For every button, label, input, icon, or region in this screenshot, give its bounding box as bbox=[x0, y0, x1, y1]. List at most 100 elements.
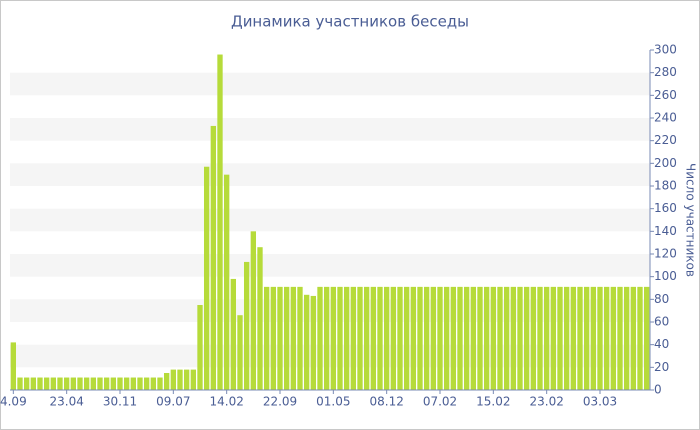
grid-band bbox=[10, 72, 650, 96]
x-tick-label: 23.02 bbox=[529, 395, 563, 409]
bar bbox=[450, 286, 456, 390]
bar bbox=[444, 286, 450, 390]
bar bbox=[317, 286, 323, 390]
bar bbox=[264, 286, 270, 390]
bar bbox=[230, 278, 236, 390]
bar bbox=[30, 377, 36, 390]
y-tick-label: 100 bbox=[654, 269, 677, 283]
bar bbox=[117, 377, 123, 390]
bar bbox=[350, 286, 356, 390]
bar bbox=[270, 286, 276, 390]
x-tick-label: 14.02 bbox=[209, 395, 243, 409]
y-tick-label: 220 bbox=[654, 133, 677, 147]
bar bbox=[464, 286, 470, 390]
x-tick-label: 4.09 bbox=[0, 395, 27, 409]
bar bbox=[137, 377, 143, 390]
bar bbox=[630, 286, 636, 390]
x-tick-label: 15.02 bbox=[476, 395, 510, 409]
x-tick-label: 03.03 bbox=[583, 395, 617, 409]
bar bbox=[384, 286, 390, 390]
bar bbox=[584, 286, 590, 390]
y-tick-label: 0 bbox=[654, 383, 662, 397]
bar bbox=[337, 286, 343, 390]
y-tick-label: 300 bbox=[654, 43, 677, 57]
x-tick-label: 08.12 bbox=[369, 395, 403, 409]
y-tick-label: 280 bbox=[654, 65, 677, 79]
bar bbox=[50, 377, 56, 390]
bar bbox=[157, 377, 163, 390]
bar bbox=[177, 369, 183, 390]
bar bbox=[124, 377, 130, 390]
bar bbox=[397, 286, 403, 390]
bar bbox=[404, 286, 410, 390]
bar bbox=[510, 286, 516, 390]
bar bbox=[170, 369, 176, 390]
bar bbox=[644, 286, 650, 390]
bar bbox=[590, 286, 596, 390]
bar bbox=[550, 286, 556, 390]
bar bbox=[484, 286, 490, 390]
grid-band bbox=[10, 118, 650, 141]
bar bbox=[84, 377, 90, 390]
bar bbox=[324, 286, 330, 390]
bar bbox=[377, 286, 383, 390]
x-tick-label: 09.07 bbox=[156, 395, 190, 409]
bar bbox=[537, 286, 543, 390]
bar bbox=[370, 286, 376, 390]
bar bbox=[44, 377, 50, 390]
bar bbox=[470, 286, 476, 390]
bar bbox=[530, 286, 536, 390]
bar bbox=[597, 286, 603, 390]
bar bbox=[150, 377, 156, 390]
y-tick-label: 200 bbox=[654, 156, 677, 170]
y-tick-label: 160 bbox=[654, 201, 677, 215]
bar bbox=[70, 377, 76, 390]
bar bbox=[364, 286, 370, 390]
bar bbox=[144, 377, 150, 390]
bar bbox=[430, 286, 436, 390]
bar bbox=[197, 305, 203, 390]
x-tick-label: 01.05 bbox=[316, 395, 350, 409]
bar bbox=[24, 377, 30, 390]
bar bbox=[184, 369, 190, 390]
bar bbox=[284, 286, 290, 390]
x-tick-label: 22.09 bbox=[263, 395, 297, 409]
y-tick-label: 20 bbox=[654, 360, 669, 374]
bar bbox=[504, 286, 510, 390]
bar bbox=[210, 125, 216, 390]
bar bbox=[357, 286, 363, 390]
bar bbox=[17, 377, 23, 390]
bar bbox=[610, 286, 616, 390]
bar bbox=[110, 377, 116, 390]
bar bbox=[310, 295, 316, 390]
bar bbox=[10, 342, 16, 390]
bar bbox=[244, 261, 250, 390]
bar bbox=[424, 286, 430, 390]
bar bbox=[224, 174, 230, 390]
x-tick-label: 23.04 bbox=[49, 395, 83, 409]
y-tick-label: 60 bbox=[654, 315, 669, 329]
x-tick-label: 30.11 bbox=[103, 395, 137, 409]
bar bbox=[564, 286, 570, 390]
grid-band bbox=[10, 299, 650, 322]
bar bbox=[524, 286, 530, 390]
bar bbox=[190, 369, 196, 390]
bar bbox=[604, 286, 610, 390]
grid-band bbox=[10, 254, 650, 277]
y-tick-label: 140 bbox=[654, 224, 677, 238]
y-tick-label: 40 bbox=[654, 337, 669, 351]
bar bbox=[37, 377, 43, 390]
bar bbox=[90, 377, 96, 390]
bar bbox=[97, 377, 103, 390]
y-tick-label: 180 bbox=[654, 179, 677, 193]
bar bbox=[417, 286, 423, 390]
bar bbox=[104, 377, 110, 390]
bar bbox=[237, 315, 243, 390]
bar bbox=[490, 286, 496, 390]
y-axis-label: Число участников bbox=[684, 163, 698, 277]
bar bbox=[57, 377, 63, 390]
bar bbox=[164, 373, 170, 390]
bar bbox=[257, 247, 263, 390]
bar bbox=[250, 231, 256, 390]
